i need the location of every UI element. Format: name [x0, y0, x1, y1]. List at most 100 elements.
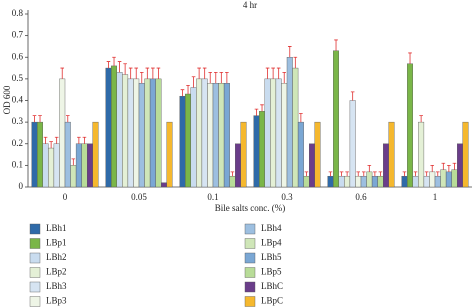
- error-bar: [435, 171, 440, 177]
- legend-swatch: [29, 281, 41, 293]
- error-bar: [123, 63, 127, 75]
- legend-label: LBh2: [46, 252, 67, 262]
- bar: [81, 143, 88, 188]
- y-tick-label: 0.8: [12, 8, 24, 18]
- bar: [92, 121, 99, 188]
- x-axis-label: Bile salts conc. (%): [215, 203, 285, 213]
- x-tick-label: 1: [433, 192, 438, 202]
- error-bar: [219, 71, 224, 84]
- legend-label: LBp2: [46, 267, 67, 277]
- error-bar: [106, 61, 111, 69]
- x-tick-label: 0.3: [281, 192, 293, 202]
- error-bar: [151, 67, 155, 79]
- bar: [111, 65, 118, 188]
- error-bar: [265, 67, 270, 79]
- bar: [412, 175, 419, 188]
- bar: [127, 78, 134, 188]
- bar: [133, 78, 140, 188]
- bar: [207, 82, 214, 188]
- error-bar: [191, 76, 196, 88]
- bar: [355, 175, 362, 188]
- bar: [196, 78, 203, 188]
- x-tick-label: 0: [63, 192, 68, 202]
- bar: [86, 143, 93, 188]
- x-tick-label: 0.1: [207, 192, 218, 202]
- error-bar: [452, 162, 457, 170]
- error-bar: [128, 67, 133, 79]
- bar: [349, 100, 356, 188]
- bar: [314, 121, 321, 188]
- error-bar: [65, 115, 70, 123]
- bar: [377, 175, 384, 188]
- legend-label: LBp5: [261, 267, 282, 277]
- error-bar: [350, 91, 355, 101]
- bar: [309, 143, 315, 188]
- bar: [155, 78, 162, 188]
- error-bar: [197, 67, 201, 79]
- bar: [229, 175, 236, 188]
- error-bar: [373, 171, 377, 177]
- legend-swatch: [244, 296, 256, 307]
- y-axis-label: OD 600: [2, 85, 12, 114]
- bar: [105, 67, 112, 188]
- error-bar: [282, 71, 287, 84]
- bar: [297, 121, 304, 188]
- legend-label: LBpC: [261, 296, 283, 306]
- error-bar: [378, 171, 383, 177]
- bar: [234, 143, 241, 188]
- bar: [264, 78, 271, 188]
- error-bar: [345, 171, 349, 177]
- error-bar: [441, 162, 446, 170]
- bar: [37, 121, 44, 188]
- legend-label: LBh1: [46, 223, 67, 233]
- legend-label: LBp3: [46, 296, 67, 306]
- error-bar: [356, 171, 361, 177]
- bar: [240, 121, 247, 188]
- bar: [31, 121, 38, 188]
- bar: [116, 72, 123, 188]
- error-bar: [413, 171, 418, 177]
- error-bar: [230, 171, 235, 177]
- bar: [201, 78, 208, 188]
- y-tick-label: 0.2: [12, 138, 23, 148]
- legend-label: LBp1: [46, 238, 67, 248]
- y-tick-label: 0.5: [12, 73, 24, 83]
- bar: [360, 175, 367, 188]
- bar: [292, 67, 299, 188]
- bar: [253, 115, 260, 188]
- error-bar: [408, 52, 412, 64]
- legend-swatch: [244, 223, 256, 235]
- bar: [70, 165, 77, 188]
- error-bar: [77, 136, 81, 144]
- legend-swatch: [29, 252, 41, 264]
- legend-label: LBhC: [261, 281, 283, 291]
- error-bar: [328, 171, 333, 177]
- bar: [344, 175, 351, 188]
- bar: [327, 175, 334, 188]
- error-bar: [260, 104, 264, 112]
- bar: [286, 57, 293, 188]
- y-tick-label: 0.4: [12, 95, 24, 105]
- bar: [401, 175, 408, 188]
- bar: [338, 175, 345, 188]
- y-tick-label: 0.6: [12, 51, 24, 61]
- legend-label: LBp4: [261, 238, 282, 248]
- legend-label: LBh5: [261, 252, 282, 262]
- error-bar: [38, 115, 42, 123]
- legend-swatch: [244, 252, 256, 264]
- legend-swatch: [29, 223, 41, 235]
- bar: [53, 143, 60, 188]
- legend-label: LBh3: [46, 281, 67, 291]
- bar: [388, 121, 395, 188]
- legend-swatch: [244, 238, 256, 249]
- bar: [333, 50, 340, 188]
- y-tick-label: 0: [19, 181, 24, 191]
- y-tick-label: 0.7: [12, 30, 24, 40]
- legend-swatch: [244, 281, 256, 293]
- bar: [418, 121, 425, 188]
- bar: [179, 95, 186, 188]
- bar: [423, 175, 430, 188]
- error-bar: [213, 71, 218, 84]
- bar: [138, 82, 145, 188]
- legend-swatch: [29, 267, 41, 278]
